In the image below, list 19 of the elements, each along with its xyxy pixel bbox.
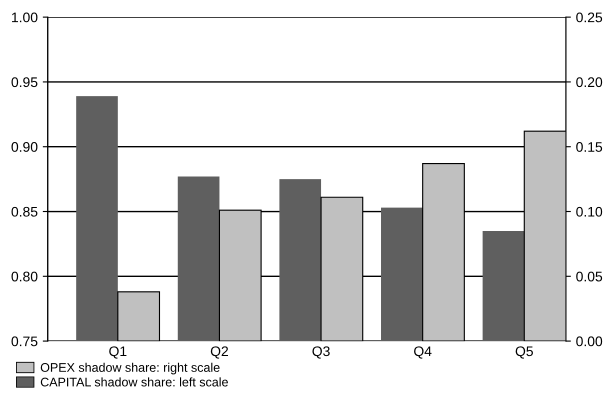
x-tick-label: Q3 — [312, 346, 330, 359]
y-tick-label: 0.85 — [12, 206, 38, 217]
y-tick-label: 1.00 — [12, 12, 38, 22]
y-tick-label: 0.95 — [12, 77, 38, 88]
y2-tick-label: 0.00 — [576, 336, 602, 346]
y2-tick-label: 0.20 — [576, 77, 602, 88]
x-tick-label: Q4 — [414, 346, 432, 359]
y2-tick-label: 0.25 — [576, 12, 602, 22]
y-tick-label: 0.90 — [12, 142, 38, 152]
y-tick-label: 0.80 — [12, 272, 38, 282]
y2-tick-label: 0.05 — [576, 272, 602, 282]
x-tick-label: Q5 — [516, 346, 533, 359]
legend-label: OPEX shadow share: right scale — [40, 362, 220, 374]
legend-label: CAPITAL shadow share: left scale — [40, 377, 228, 386]
y-tick-label: 0.75 — [12, 336, 38, 346]
y2-tick-label: 0.10 — [576, 206, 602, 217]
x-tick-label: Q2 — [210, 346, 228, 359]
x-tick-label: Q1 — [109, 346, 126, 359]
y2-tick-label: 0.15 — [576, 142, 602, 152]
